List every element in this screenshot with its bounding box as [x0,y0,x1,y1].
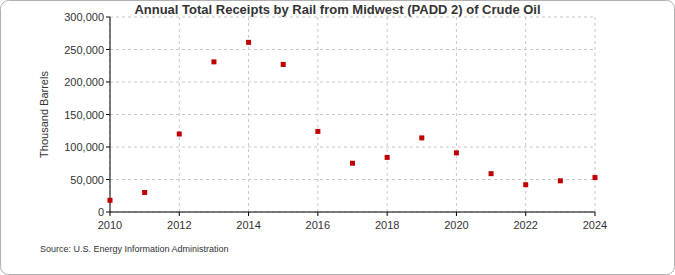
grid-line [317,17,318,212]
grid-line [110,17,595,18]
tick-label: 2024 [583,219,607,231]
tick [106,179,110,180]
tick-label: 150,000 [64,109,104,121]
grid-line [110,147,595,148]
marks [108,40,598,203]
tick [106,49,110,50]
point [419,135,424,140]
point [281,62,286,67]
tick-label: 2018 [375,219,399,231]
tick-label: 2012 [167,219,191,231]
tick [106,114,110,115]
point [523,182,528,187]
tick-label: 100,000 [64,141,104,153]
point [211,59,216,64]
grid-line [387,17,388,212]
point [593,175,598,180]
grid-line [110,49,595,50]
tick-label: 0 [98,206,104,218]
tick [317,212,318,216]
tick [106,17,110,18]
tick [106,212,110,213]
title: Annual Total Receipts by Rail from Midwe… [134,2,540,17]
point [177,132,182,137]
tick [595,212,596,216]
x-axis [110,212,595,213]
tick-label: 300,000 [64,11,104,23]
tick-label: 50,000 [70,174,104,186]
tick-label: 250,000 [64,44,104,56]
point [454,150,459,155]
point [142,190,147,195]
grid-line [110,17,111,212]
grid-line [179,17,180,212]
tick-label: 2022 [513,219,537,231]
point [385,155,390,160]
grid-line [248,17,249,212]
point [246,40,251,45]
tick-label: 2020 [444,219,468,231]
tick [456,212,457,216]
frame [1,1,675,275]
chart: Annual Total Receipts by Rail from Midwe… [0,0,675,275]
point [108,198,113,203]
point [315,129,320,134]
y-axis [110,17,111,212]
tick [106,147,110,148]
axis-label: Thousand Barrels [38,71,50,158]
tick [110,212,111,216]
grid-line [110,212,595,213]
tick-label: 2010 [98,219,122,231]
point [350,161,355,166]
grid-line [110,114,595,115]
grid-line [110,82,595,83]
tick [387,212,388,216]
grid-line [110,179,595,180]
point [558,178,563,183]
tick [179,212,180,216]
tick-label: 2014 [236,219,260,231]
tick [248,212,249,216]
point [489,171,494,176]
source: Source: U.S. Energy Information Administ… [40,244,229,254]
tick-label: 2016 [306,219,330,231]
tick [106,82,110,83]
grid-line [456,17,457,212]
tick [525,212,526,216]
tick-label: 200,000 [64,76,104,88]
grid-line [595,17,596,212]
